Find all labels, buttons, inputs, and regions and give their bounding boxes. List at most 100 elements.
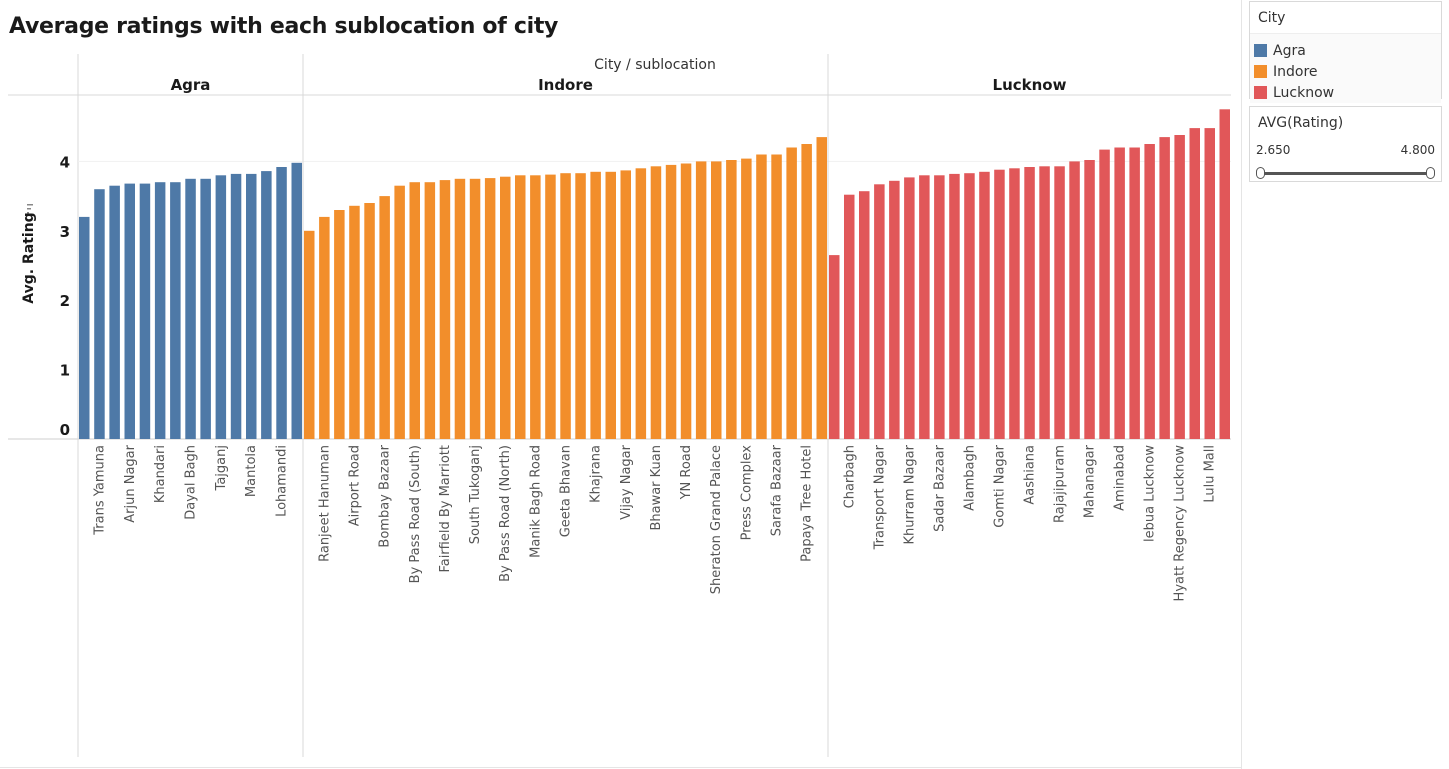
bar [124, 183, 135, 439]
bar [109, 185, 120, 439]
bar [200, 178, 211, 440]
sort-icon-bar [27, 212, 29, 214]
x-tick-label: Press Complex [739, 445, 754, 541]
bar [319, 216, 330, 439]
bar [94, 189, 105, 439]
pane-lucknow [829, 109, 1230, 440]
legend-swatch-indore [1254, 65, 1267, 78]
x-tick-label: Mantola [244, 445, 259, 497]
legend-item-agra[interactable]: Agra [1250, 40, 1441, 61]
bar [409, 182, 420, 439]
filter-range: 2.650 4.800 [1250, 143, 1441, 163]
bar [1039, 166, 1050, 440]
bar [964, 173, 975, 439]
bar [620, 170, 631, 439]
x-tick-label: Khandari [153, 445, 168, 503]
bar [919, 175, 930, 440]
x-tick-label: Aminabad [1113, 445, 1128, 511]
legend-title: City [1258, 10, 1286, 26]
y-tick-label: 4 [60, 153, 70, 171]
column-header: City / sublocation [594, 57, 716, 73]
x-tick-label: Gomti Nagar [993, 444, 1008, 527]
y-tick-label: 2 [60, 292, 70, 310]
bar [771, 154, 782, 439]
bar [1174, 135, 1185, 439]
bar [1159, 137, 1170, 439]
group-header-agra: Agra [171, 76, 211, 94]
x-tick-label: Charbagh [842, 445, 857, 508]
bar [1069, 161, 1080, 439]
bar [816, 137, 827, 439]
legend-item-lucknow[interactable]: Lucknow [1250, 82, 1441, 103]
x-tick-label: South Tukoganj [468, 445, 483, 544]
bar [874, 184, 885, 439]
legend-item-indore[interactable]: Indore [1250, 61, 1441, 82]
bar [530, 175, 541, 440]
color-legend: City Agra Indore Lucknow [1249, 1, 1442, 103]
bar [1114, 147, 1125, 439]
bar [304, 230, 315, 439]
x-tick-label: Lohamandi [275, 445, 290, 517]
bar [1204, 128, 1215, 439]
bar [889, 180, 900, 440]
x-tick-label: Airport Road [348, 445, 363, 526]
bar [454, 178, 466, 440]
bar [1054, 166, 1065, 440]
pane-indore [304, 137, 827, 440]
x-tick-label: Ranjeet Hanuman [317, 445, 332, 562]
x-tick-label: YN Road [679, 445, 694, 500]
y-tick-label: 1 [60, 362, 70, 380]
x-tick-label: Khurram Nagar [902, 444, 917, 544]
bar [756, 154, 767, 439]
x-tick-label: Geeta Bhavan [559, 445, 574, 537]
bar [635, 168, 647, 440]
bar [859, 191, 870, 439]
bar [560, 173, 571, 439]
x-tick-label: Vijay Nagar [619, 444, 634, 520]
bar [484, 178, 496, 439]
rating-filter: AVG(Rating) 2.650 4.800 [1249, 106, 1442, 182]
bar [949, 173, 960, 439]
bar [844, 194, 855, 439]
filter-min-value: 2.650 [1256, 143, 1291, 157]
legend-items: Agra Indore Lucknow [1250, 33, 1441, 103]
x-tick-label: Aashiana [1023, 445, 1038, 505]
legend-label-agra: Agra [1273, 42, 1306, 59]
bar [515, 175, 526, 440]
bar [349, 205, 360, 439]
bar [1009, 168, 1020, 440]
group-header-lucknow: Lucknow [993, 76, 1067, 94]
range-slider-max-handle[interactable] [1426, 167, 1435, 179]
x-tick-label: Arjun Nagar [123, 444, 138, 522]
x-tick-label: Rajajipuram [1053, 445, 1068, 523]
bar [170, 182, 181, 439]
x-tick-label: Transport Nagar [872, 444, 887, 550]
x-tick-label: By Pass Road (North) [498, 445, 513, 582]
bar [545, 174, 556, 439]
x-tick-label: Sarafa Bazaar [770, 444, 785, 536]
bar [726, 160, 737, 439]
chart-title: Average ratings with each sublocation of… [9, 14, 559, 39]
x-tick-label: lebua Lucknow [1143, 445, 1158, 542]
bar [650, 166, 662, 440]
x-tick-label: Hyatt Regency Lucknow [1173, 445, 1188, 602]
x-tick-label: Dayal Bagh [184, 445, 199, 520]
bar [79, 216, 90, 439]
legend-swatch-agra [1254, 44, 1267, 57]
bar [904, 177, 915, 439]
x-tick-label: Sheraton Grand Palace [709, 445, 724, 594]
x-tick-label: Lulu Mall [1203, 445, 1218, 503]
pane-agra [79, 162, 302, 440]
range-slider-track[interactable] [1260, 172, 1431, 175]
bar [394, 185, 405, 439]
bar [801, 144, 812, 439]
bar [469, 178, 481, 440]
range-slider-min-handle[interactable] [1256, 167, 1265, 179]
view-bottom-border [0, 767, 1241, 768]
x-tick-label: Sadar Bazaar [932, 444, 947, 532]
bar [291, 162, 302, 440]
bar [575, 173, 586, 439]
bar [829, 255, 840, 439]
bar [711, 161, 722, 439]
bar [154, 182, 166, 439]
